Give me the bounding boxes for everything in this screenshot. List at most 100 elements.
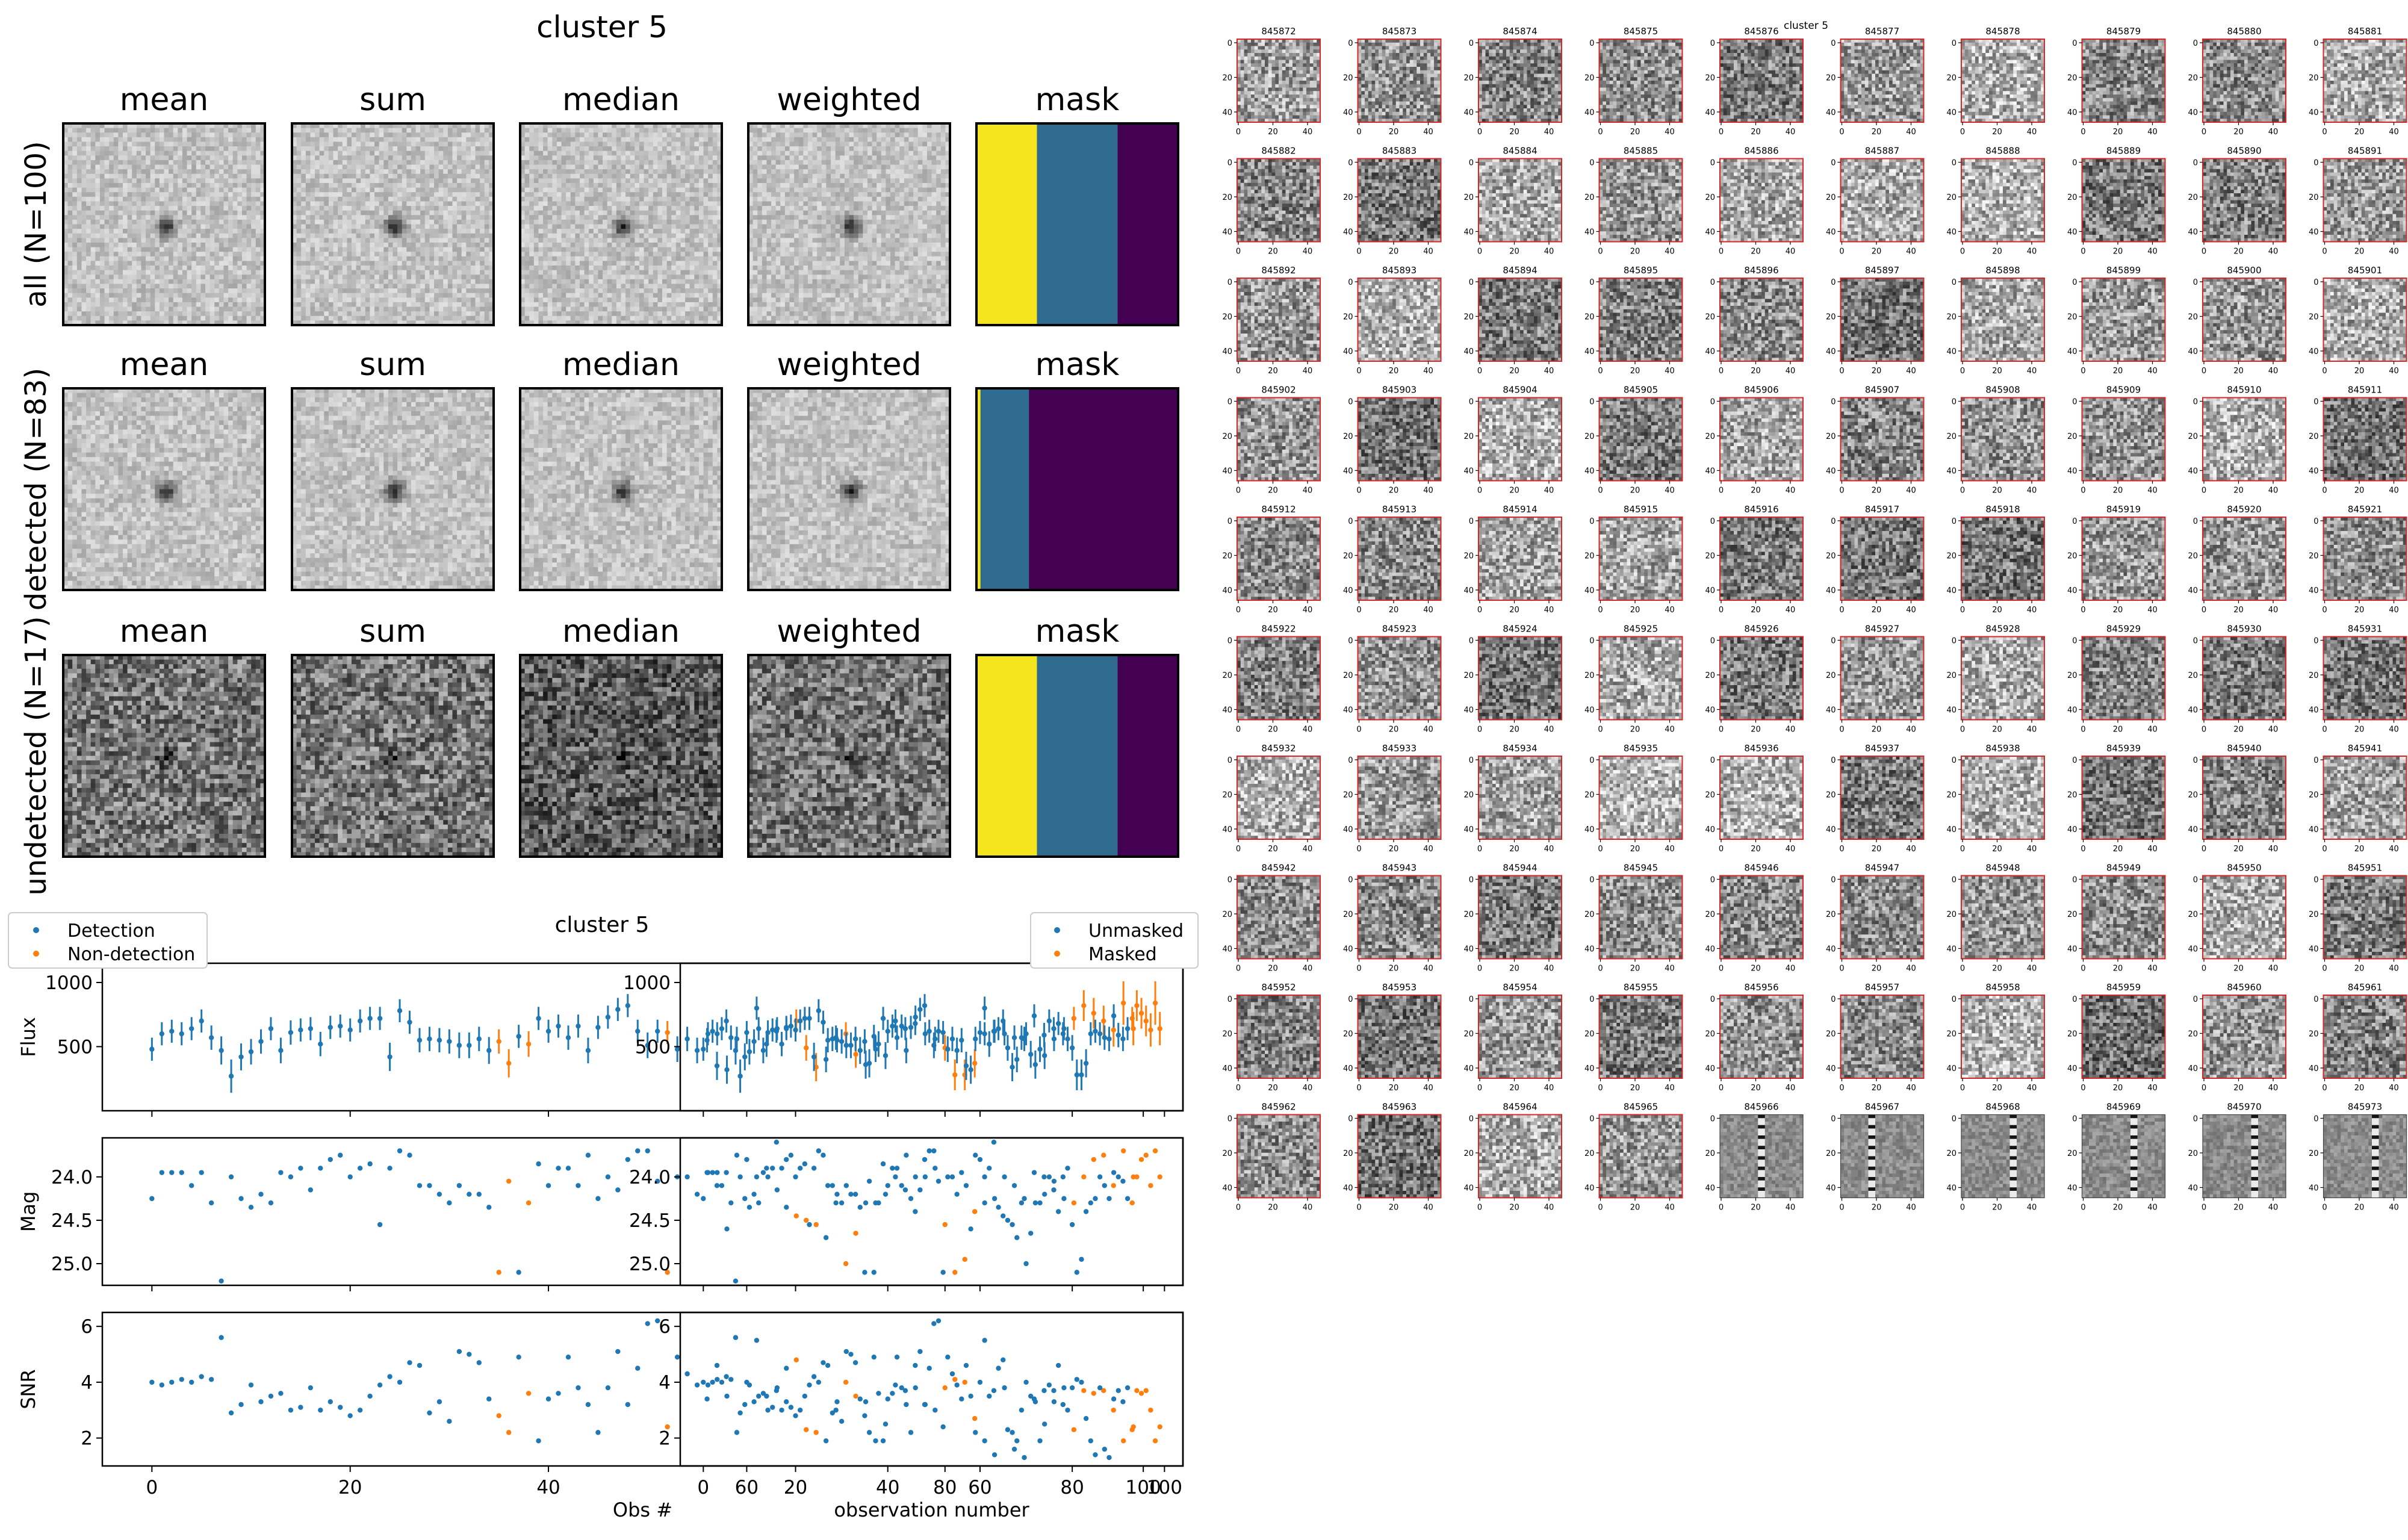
cutout-image (1479, 517, 1562, 601)
y-tick-label: 0 (1831, 637, 1835, 646)
data-point (992, 1452, 997, 1457)
x-tick-label: 40 (1423, 845, 1433, 854)
x-tick-label: 20 (1268, 845, 1278, 854)
y-tick-label: 20 (1222, 193, 1232, 202)
x-axis-label: observation number (834, 1498, 1029, 1521)
cutout-image (1600, 876, 1683, 960)
x-tick-label: 40 (1906, 1084, 1916, 1093)
data-point (1081, 1388, 1086, 1393)
data-point (566, 1035, 571, 1040)
y-tick-label: 40 (1705, 706, 1715, 715)
cutout-id: 845904 (1503, 385, 1537, 396)
data-point (789, 1023, 793, 1028)
y-tick-label: 40 (1826, 945, 1836, 954)
y-tick-label: 20 (1343, 432, 1353, 441)
x-tick-label: 40 (1906, 367, 1916, 376)
cutout-id: 845935 (1624, 743, 1658, 754)
data-point (595, 1196, 600, 1201)
data-point (298, 1166, 303, 1170)
cutout-845885: 8458850204002040 (1584, 146, 1683, 256)
x-tick-label: 40 (2147, 247, 2158, 256)
data-point (1072, 1427, 1076, 1432)
data-point (407, 1360, 412, 1365)
x-tick-label: 40 (2147, 128, 2158, 137)
data-point (932, 1166, 937, 1170)
cutout-image (1961, 637, 2045, 721)
data-point (1148, 1183, 1153, 1188)
mask-segment (976, 123, 1037, 325)
data-point (1157, 1175, 1162, 1179)
data-point (1052, 1179, 1057, 1184)
data-point (943, 1222, 948, 1227)
y-tick-label: 20 (1343, 1030, 1353, 1039)
data-point (987, 1166, 991, 1170)
x-tick-label: 40 (536, 1477, 560, 1498)
cutout-845973: 8459730204002040 (2309, 1102, 2407, 1212)
y-tick-label: 40 (1222, 347, 1232, 356)
cutout-id: 845962 (1261, 1102, 1296, 1113)
data-point (1022, 1196, 1026, 1201)
x-tick-label: 40 (2027, 606, 2037, 615)
cutout-image (1479, 876, 1562, 960)
cutout-image (1479, 39, 1562, 123)
y-tick-label: 40 (1584, 1064, 1595, 1073)
cutout-image (1961, 278, 2045, 362)
data-point (862, 1039, 867, 1044)
cutout-id: 845948 (1985, 863, 2020, 874)
data-point (940, 1270, 945, 1275)
data-point (824, 1235, 828, 1240)
cutout-id: 845879 (2106, 26, 2141, 37)
cutout-image (1720, 876, 1804, 960)
data-point (825, 1183, 830, 1188)
data-point (1120, 1179, 1125, 1184)
data-point (968, 1394, 973, 1399)
cutout-image (1600, 39, 1683, 123)
y-tick-label: 20 (2067, 1030, 2078, 1039)
data-point (853, 1394, 858, 1399)
y-tick-label: 0 (1227, 1115, 1232, 1124)
figure-root: meansummedianweightedmaskall (N=100)mean… (0, 0, 2408, 1538)
cutout-id: 845973 (2348, 1102, 2382, 1113)
cutout-845918: 8459180204002040 (1946, 504, 2044, 615)
data-point (1139, 1157, 1144, 1162)
x-tick-label: 40 (1423, 1203, 1433, 1212)
data-point (844, 1183, 849, 1188)
cutout-image (1961, 517, 2045, 601)
data-point (779, 1408, 784, 1412)
data-point (338, 1405, 343, 1409)
data-point (775, 1385, 780, 1390)
x-tick-label: 20 (1509, 1084, 1519, 1093)
data-point (407, 1153, 412, 1158)
cutout-845937: 8459370204002040 (1826, 743, 1924, 854)
cutout-845902: 8459020204002040 (1222, 385, 1320, 495)
cutout-image (1479, 995, 1562, 1079)
x-tick-label: 40 (2147, 1084, 2158, 1093)
cutout-id: 845940 (2227, 743, 2261, 754)
data-point (996, 1205, 1001, 1209)
data-point (991, 1140, 996, 1144)
y-tick-label: 0 (2313, 756, 2318, 765)
y-axis-label: SNR (17, 1369, 40, 1409)
cutout-id: 845964 (1503, 1102, 1537, 1113)
data-point (853, 1036, 858, 1041)
data-point (844, 1043, 849, 1048)
x-tick-label: 0 (1477, 1203, 1482, 1212)
y-tick-label: 0 (1227, 39, 1232, 48)
data-point (908, 1196, 913, 1201)
data-point (807, 1222, 811, 1227)
cutout-id: 845939 (2106, 743, 2141, 754)
x-tick-label: 0 (1236, 367, 1241, 376)
x-tick-label: 100 (1147, 1477, 1182, 1498)
data-point (516, 1270, 521, 1275)
data-point (904, 1048, 908, 1053)
x-tick-label: 20 (2113, 367, 2123, 376)
cutout-845927: 8459270204002040 (1826, 624, 1924, 734)
y-tick-label: 25.0 (51, 1253, 93, 1275)
cutout-845901: 8459010204002040 (2309, 265, 2407, 376)
data-point (635, 1148, 640, 1153)
cutout-845891: 8458910204002040 (2309, 146, 2407, 256)
data-point (770, 1028, 775, 1032)
data-point (566, 1166, 571, 1170)
cutout-845932: 8459320204002040 (1222, 743, 1320, 854)
data-point (936, 1029, 941, 1034)
